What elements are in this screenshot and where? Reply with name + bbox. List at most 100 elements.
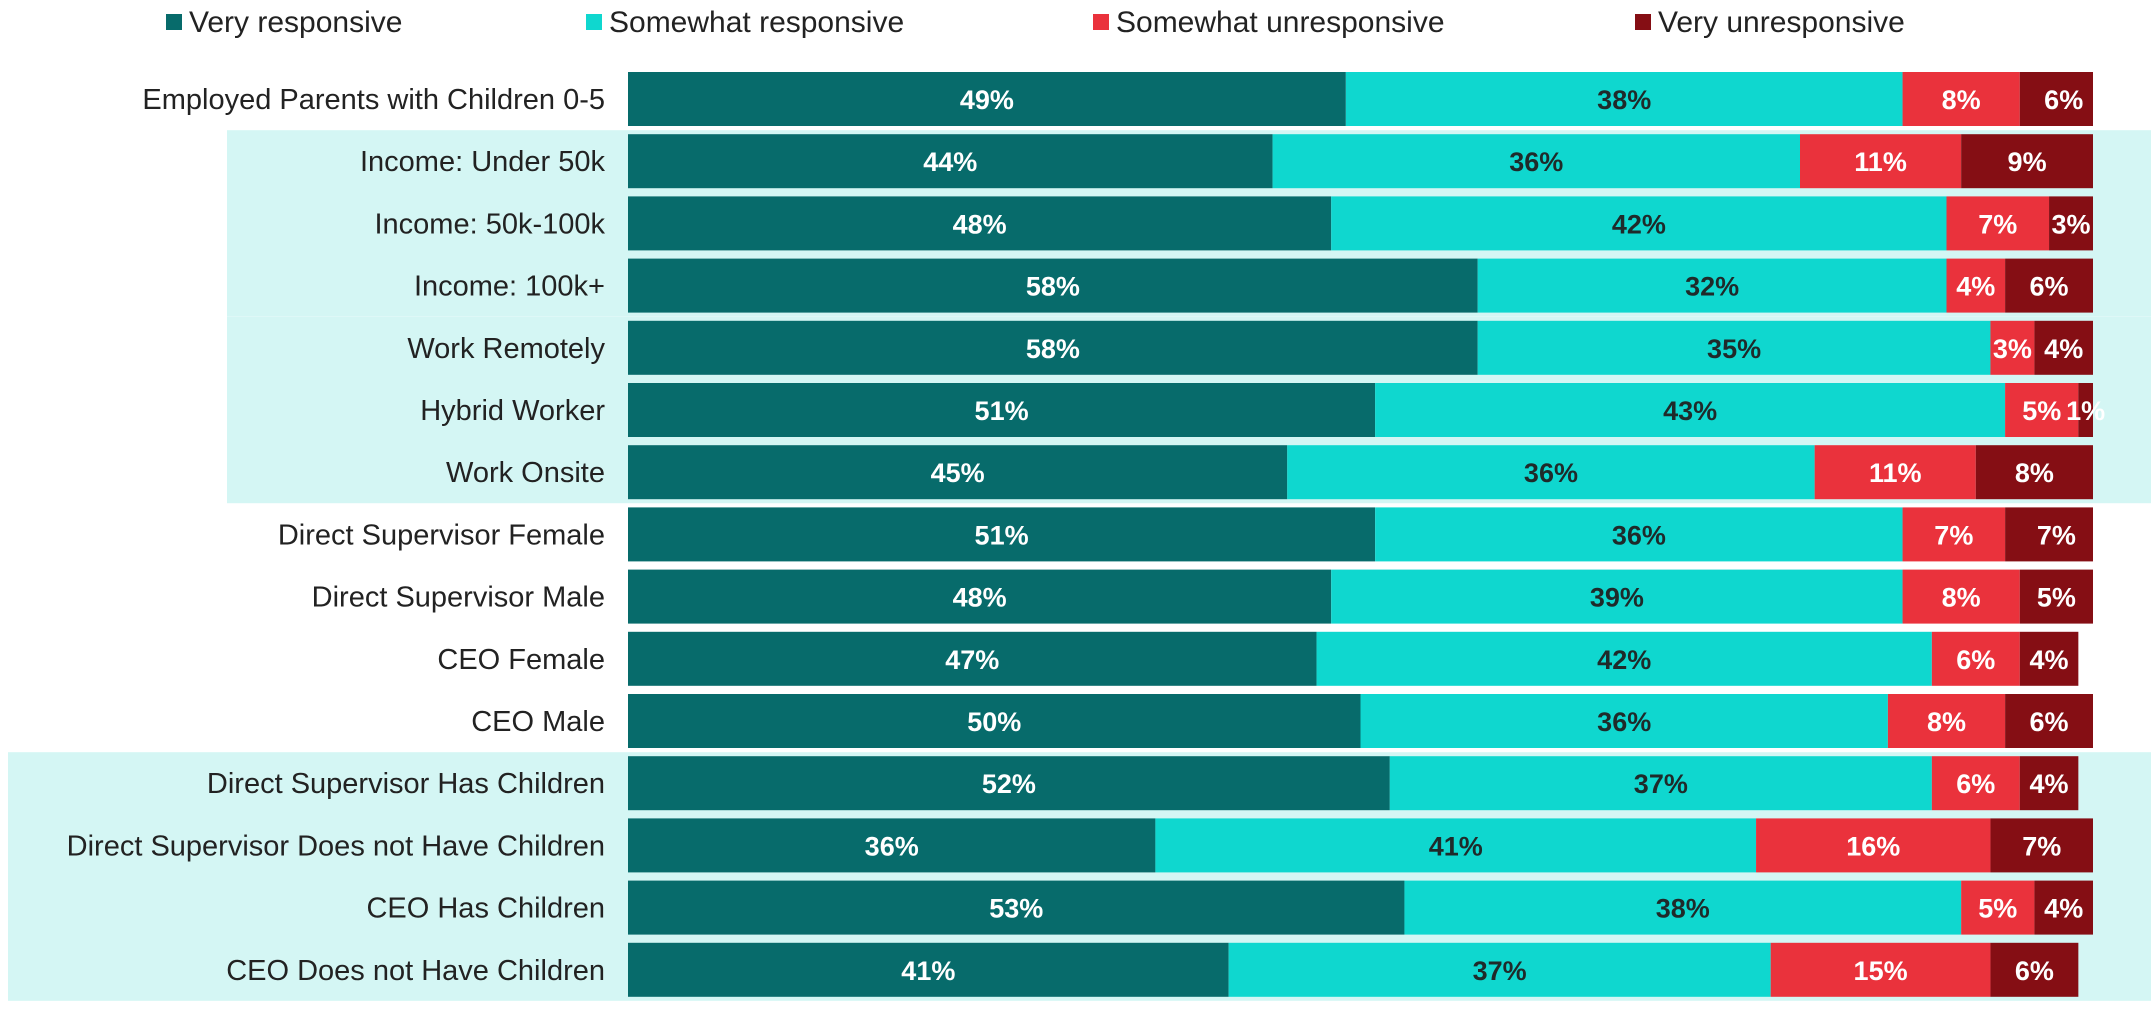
data-label: 36%	[1597, 707, 1651, 737]
category-label: Direct Supervisor Female	[278, 519, 605, 551]
bar-segment-very-unresponsive	[1990, 942, 2079, 997]
data-label: 51%	[975, 520, 1029, 550]
data-label: 45%	[931, 458, 985, 488]
bar-segment-somewhat-responsive	[1287, 445, 1815, 500]
data-label: 6%	[2030, 272, 2069, 302]
category-label: Direct Supervisor Male	[312, 582, 605, 614]
bar-segment-somewhat-responsive	[1155, 818, 1757, 873]
data-label: 4%	[2044, 334, 2083, 364]
bar-segment-very-unresponsive	[2034, 880, 2093, 935]
bar-segment-very-responsive	[628, 756, 1390, 811]
data-label: 7%	[2022, 831, 2061, 861]
bar-segment-very-responsive	[628, 320, 1478, 375]
legend-swatch-very-responsive	[166, 14, 182, 30]
data-label: 11%	[1854, 147, 1907, 177]
bar-segment-very-unresponsive	[2019, 569, 2093, 624]
bar-segment-very-unresponsive	[2049, 196, 2093, 251]
data-label: 1%	[2066, 396, 2105, 426]
bar-segment-somewhat-responsive	[1375, 507, 1903, 562]
legend-swatch-somewhat-unresponsive	[1093, 14, 1109, 30]
data-label: 41%	[1429, 831, 1483, 861]
category-labels: Employed Parents with Children 0-5 Income…	[67, 84, 606, 987]
category-label: CEO Does not Have Children	[226, 955, 605, 987]
data-label: 35%	[1707, 334, 1761, 364]
bar-segment-very-unresponsive	[2078, 383, 2093, 437]
data-label: 43%	[1663, 396, 1717, 426]
bar-segment-very-responsive	[628, 134, 1273, 189]
data-label: 6%	[2015, 956, 2054, 986]
data-label: 8%	[1927, 707, 1966, 737]
bar-segment-somewhat-responsive	[1375, 383, 2006, 437]
bar-segment-somewhat-unresponsive	[1770, 942, 1991, 997]
data-label: 58%	[1026, 334, 1080, 364]
category-label: Employed Parents with Children 0-5	[142, 84, 605, 116]
bar-segment-somewhat-responsive	[1345, 72, 1903, 126]
data-label: 6%	[2030, 707, 2069, 737]
data-label: 6%	[1956, 645, 1995, 675]
bar-segment-somewhat-unresponsive	[1902, 72, 2020, 126]
category-label: CEO Has Children	[366, 893, 605, 925]
data-label: 41%	[901, 956, 955, 986]
data-label: 52%	[982, 769, 1036, 799]
data-label: 8%	[1942, 85, 1981, 115]
bar-segment-somewhat-responsive	[1477, 320, 1991, 375]
data-label: 48%	[953, 209, 1007, 239]
category-label: Work Remotely	[407, 333, 605, 365]
bar-segment-somewhat-unresponsive	[1800, 134, 1962, 189]
legend: Very responsive Somewhat responsive Somewh…	[166, 6, 1905, 39]
data-label: 5%	[1978, 894, 2017, 924]
bar-segment-very-responsive	[628, 818, 1156, 873]
data-label: 8%	[1942, 583, 1981, 613]
bar-segment-somewhat-unresponsive	[1946, 258, 2006, 313]
category-label: Work Onsite	[446, 457, 605, 489]
bar-segment-somewhat-unresponsive	[1931, 631, 2020, 686]
data-label: 39%	[1590, 583, 1644, 613]
bar-segment-very-responsive	[628, 694, 1361, 748]
bar-segment-somewhat-responsive	[1331, 196, 1947, 251]
category-label: Hybrid Worker	[420, 395, 605, 427]
data-label: 53%	[989, 894, 1043, 924]
bar-segment-somewhat-unresponsive	[1814, 445, 1976, 500]
data-label: 32%	[1685, 272, 1739, 302]
bar-segment-somewhat-unresponsive	[1902, 569, 2020, 624]
data-label: 5%	[2022, 396, 2061, 426]
bar-segment-very-responsive	[628, 880, 1405, 935]
data-label: 16%	[1846, 831, 1900, 861]
data-label: 3%	[1993, 334, 2032, 364]
bar-segment-very-unresponsive	[2034, 320, 2093, 375]
bar-segment-somewhat-responsive	[1389, 756, 1932, 811]
bar-segment-very-responsive	[628, 942, 1229, 997]
category-label: CEO Male	[471, 706, 605, 738]
data-label: 44%	[923, 147, 977, 177]
legend-label-very-unresponsive: Very unresponsive	[1658, 6, 1905, 39]
bar-segment-very-unresponsive	[2005, 258, 2093, 313]
data-label: 4%	[2030, 645, 2069, 675]
data-label: 11%	[1869, 458, 1922, 488]
category-label: Direct Supervisor Has Children	[207, 768, 605, 800]
bar-segment-somewhat-responsive	[1272, 134, 1800, 189]
data-label: 7%	[1978, 209, 2017, 239]
bar-segment-somewhat-responsive	[1316, 631, 1932, 686]
bar-segment-somewhat-responsive	[1477, 258, 1947, 313]
bar-segment-very-responsive	[628, 507, 1376, 562]
data-label: 4%	[2030, 769, 2069, 799]
bar-segment-very-unresponsive	[1961, 134, 2093, 189]
bar-segment-very-unresponsive	[2005, 694, 2093, 748]
bar-segment-very-responsive	[628, 445, 1288, 500]
legend-label-very-responsive: Very responsive	[189, 6, 402, 39]
data-label: 37%	[1634, 769, 1688, 799]
data-label: 36%	[1524, 458, 1578, 488]
bar-segment-very-unresponsive	[1975, 445, 2093, 500]
bar-segment-very-unresponsive	[1990, 818, 2093, 873]
data-label: 9%	[2008, 147, 2047, 177]
bar-segment-somewhat-unresponsive	[1961, 880, 2035, 935]
bar-segment-somewhat-unresponsive	[1756, 818, 1991, 873]
bar-segment-very-unresponsive	[2019, 72, 2093, 126]
bar-segment-somewhat-unresponsive	[1946, 196, 2050, 251]
legend-swatch-very-unresponsive	[1635, 14, 1651, 30]
bars	[628, 72, 2093, 997]
data-label: 6%	[2044, 85, 2083, 115]
data-label: 15%	[1854, 956, 1908, 986]
bar-segment-very-responsive	[628, 72, 1346, 126]
